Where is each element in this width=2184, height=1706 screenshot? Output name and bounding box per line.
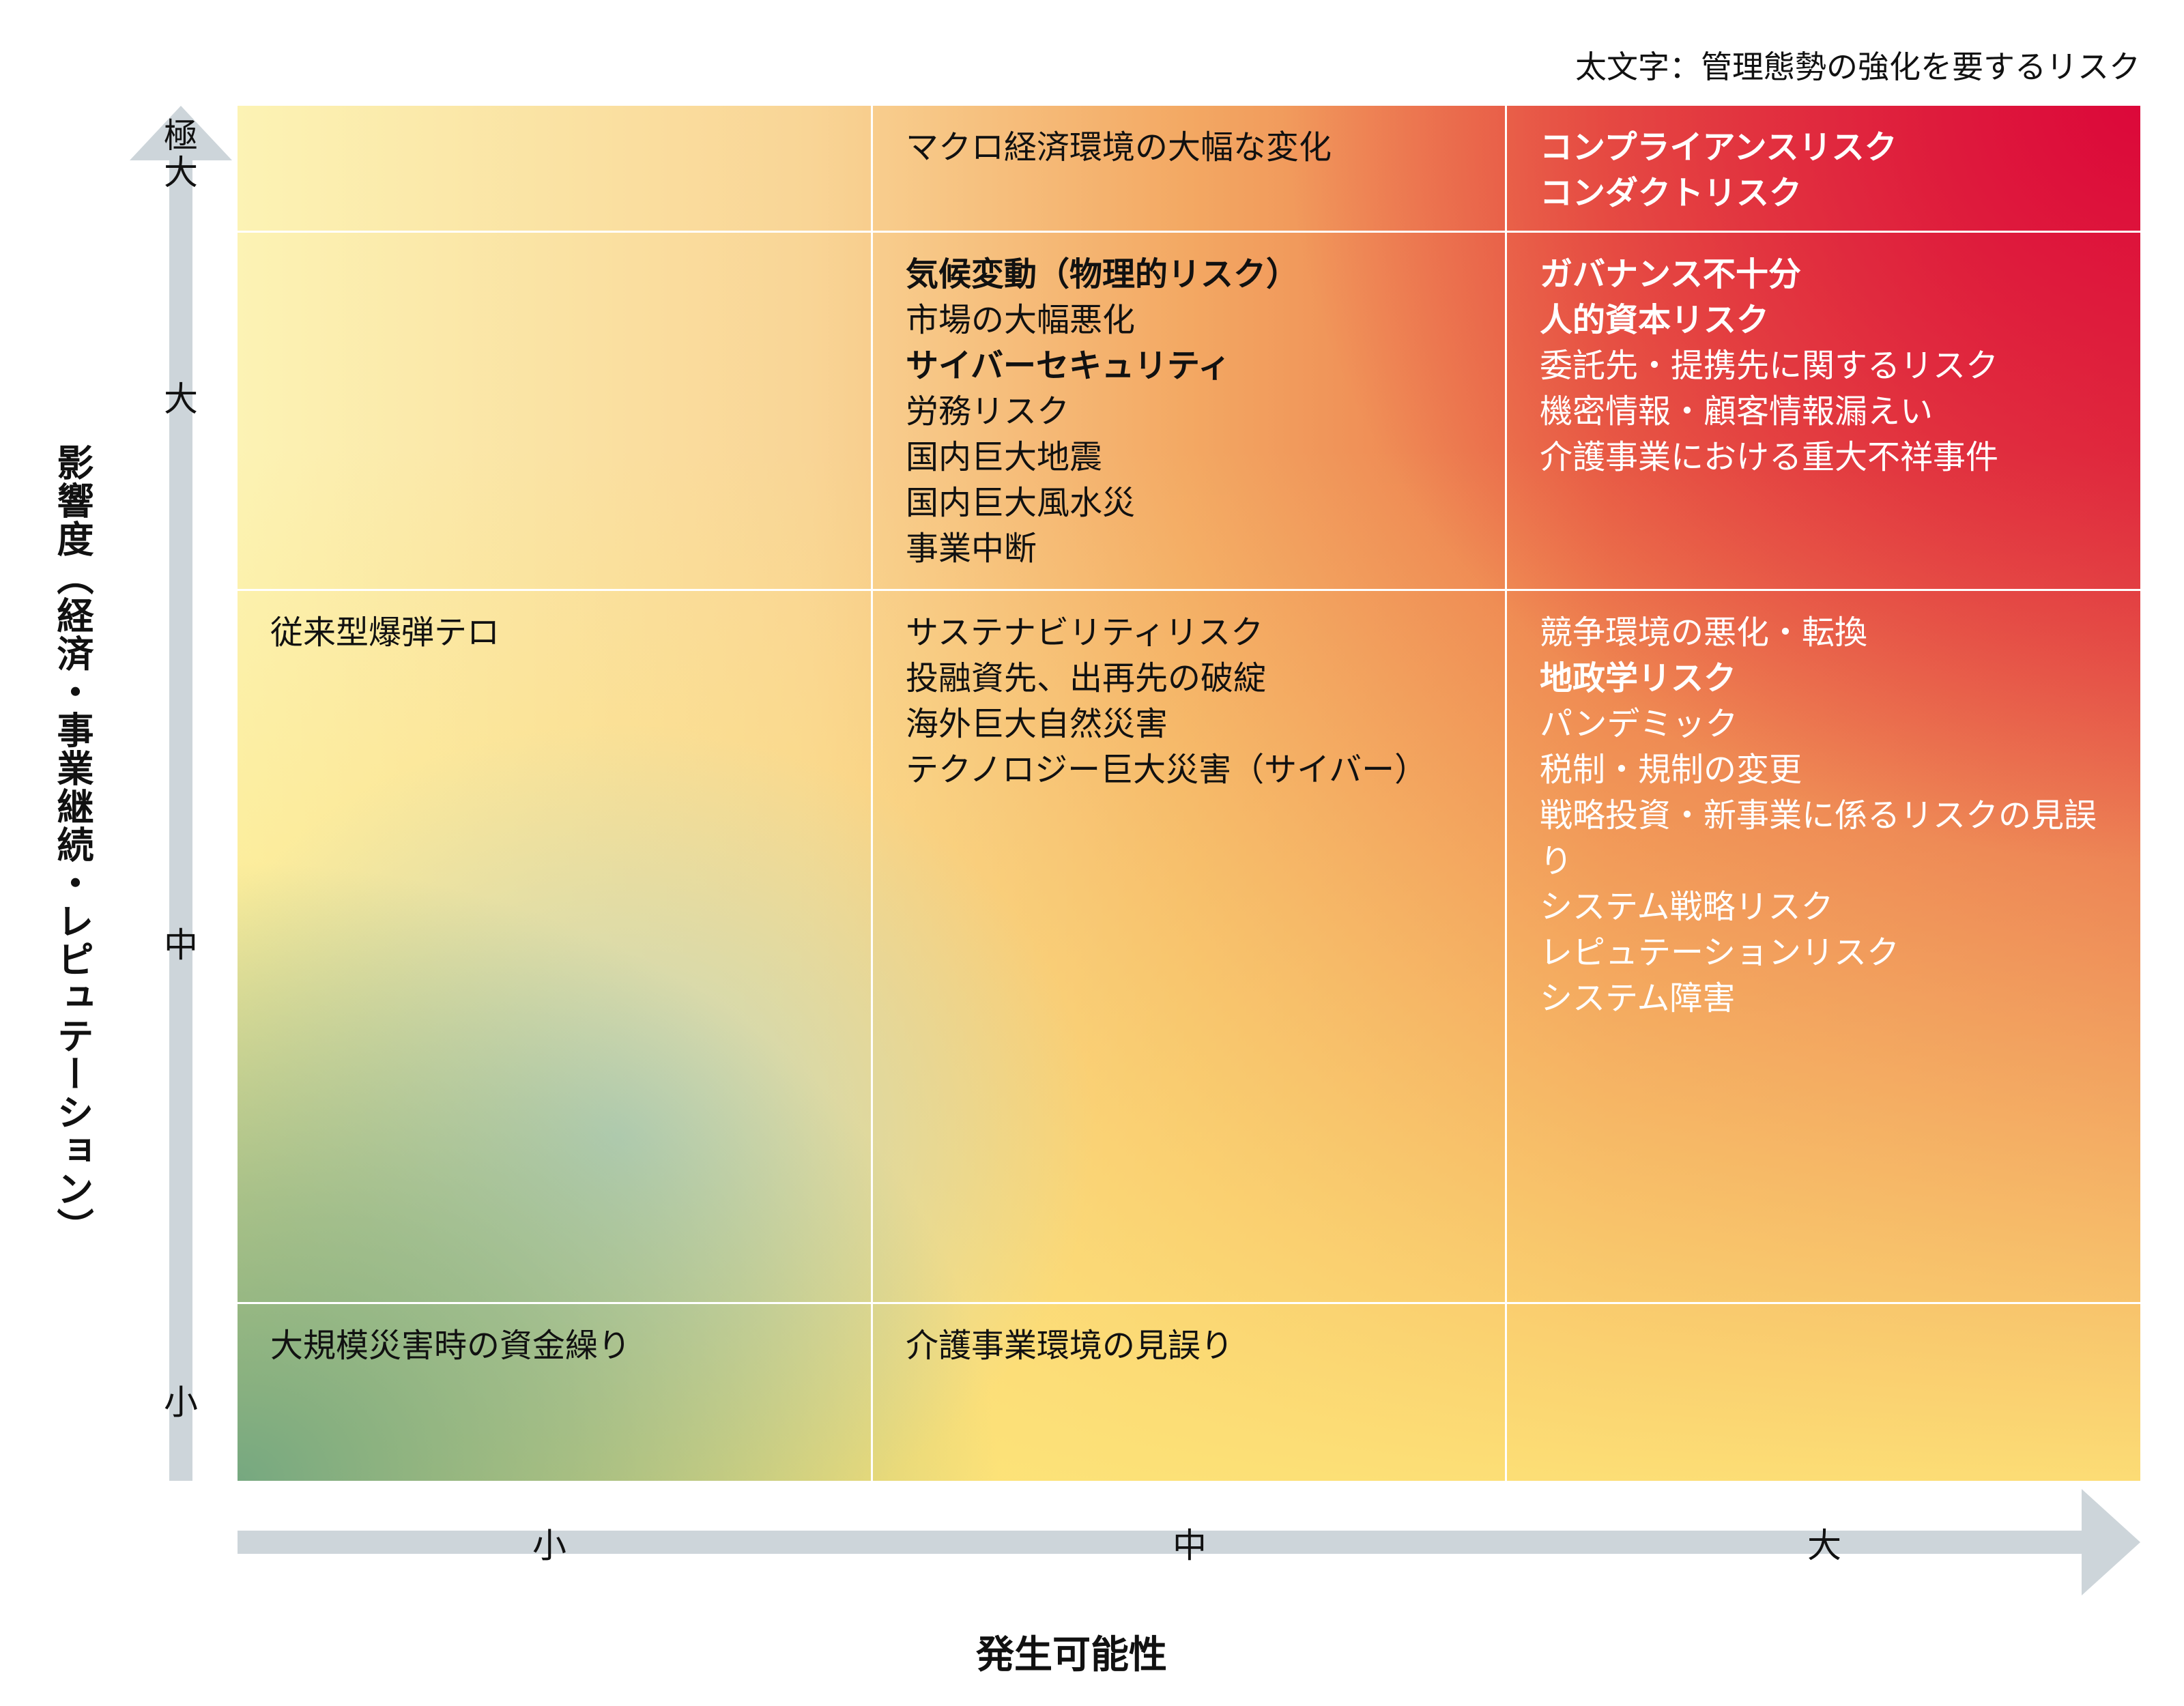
risk-item: 海外巨大自然災害 [906, 705, 1168, 743]
cell-small-medium: 介護事業環境の見誤り [873, 1304, 1505, 1481]
cell-extreme-high: コンプライアンスリスク コンダクトリスク [1507, 106, 2140, 231]
risk-item: レピュテーションリスク [1540, 934, 1900, 972]
risk-item: 大規模災害時の資金繰り [270, 1327, 631, 1365]
cell-medium-low: 従来型爆弾テロ [238, 591, 871, 1302]
cell-extreme-low [238, 106, 871, 231]
risk-item: 気候変動（物理的リスク） [906, 255, 1299, 293]
cell-large-medium: 気候変動（物理的リスク） 市場の大幅悪化サイバーセキュリティ 労務リスク国内巨大地震… [873, 233, 1505, 589]
risk-item: 従来型爆弾テロ [270, 613, 500, 652]
legend-note: 太文字：管理態勢の強化を要するリスク [1575, 48, 2140, 85]
risk-item: 戦略投資・新事業に係るリスクの見誤り [1540, 796, 2097, 880]
y-tick-large: 大 [164, 379, 198, 419]
risk-item: システム障害 [1540, 979, 1736, 1017]
x-axis-arrow-head [2082, 1489, 2140, 1595]
risk-item: 税制・規制の変更 [1540, 751, 1802, 789]
risk-item: サステナビリティリスク [906, 613, 1264, 652]
risk-item: ガバナンス不十分 [1540, 255, 1802, 293]
risk-item: 事業中断 [906, 530, 1037, 568]
grid-divider [238, 1302, 2140, 1304]
x-tick-large: 大 [1807, 1526, 1841, 1565]
risk-item: 市場の大幅悪化 [906, 301, 1136, 339]
grid-divider [871, 106, 873, 1481]
risk-item: 人的資本リスク [1540, 301, 1770, 339]
y-axis-title: 影響度（経済・事業継続・レピュテーション） [51, 444, 94, 1246]
risk-item: パンデミック [1540, 705, 1738, 743]
cell-medium-high: 競争環境の悪化・転換 地政学リスク パンデミック税制・規制の変更戦略投資・新事業に係… [1507, 591, 2140, 1302]
risk-item: 労務リスク [906, 392, 1070, 431]
cell-extreme-medium: マクロ経済環境の大幅な変化 [873, 106, 1505, 231]
cell-small-low: 大規模災害時の資金繰り [238, 1304, 871, 1481]
risk-item: コンプライアンスリスク [1540, 128, 1897, 167]
risk-heatmap-grid: マクロ経済環境の大幅な変化 コンプライアンスリスク コンダクトリスク 気候変動（物… [238, 106, 2140, 1481]
risk-item: 機密情報・顧客情報漏えい [1540, 392, 1934, 431]
x-tick-small: 小 [532, 1526, 566, 1565]
risk-item: 投融資先、出再先の破綻 [906, 659, 1267, 697]
cell-large-high: ガバナンス不十分 人的資本リスク委託先・提携先に関するリスク 機密情報・顧客情報漏え… [1507, 233, 2140, 589]
risk-item: 国内巨大地震 [906, 438, 1103, 476]
cell-large-low [238, 233, 871, 589]
grid-divider [238, 231, 2140, 233]
risk-item: システム戦略リスク [1540, 888, 1834, 926]
x-tick-medium: 中 [1173, 1526, 1207, 1565]
risk-item: サイバーセキュリティ [906, 347, 1231, 385]
risk-item: 介護事業における重大不祥事件 [1540, 438, 1999, 476]
grid-divider [238, 589, 2140, 591]
risk-item: マクロ経済環境の大幅な変化 [906, 128, 1332, 167]
risk-item: テクノロジー巨大災害（サイバー） [906, 751, 1428, 789]
x-axis-title: 発生可能性 [976, 1633, 1167, 1677]
y-tick-small: 小 [164, 1383, 198, 1422]
risk-item: 地政学リスク [1540, 659, 1737, 697]
y-tick-medium: 中 [164, 925, 198, 965]
cell-small-high [1507, 1304, 2140, 1481]
x-axis-arrow [238, 1531, 2094, 1554]
risk-item: 競争環境の悪化・転換 [1540, 613, 1868, 652]
y-tick-extreme: 極大 [164, 116, 198, 192]
risk-item: コンダクトリスク [1540, 174, 1802, 212]
risk-item: 介護事業環境の見誤り [906, 1327, 1234, 1365]
risk-item: 委託先・提携先に関するリスク [1540, 347, 1999, 385]
risk-item: 国内巨大風水災 [906, 484, 1136, 522]
y-axis-arrow [169, 136, 192, 1481]
cell-medium-medium: サステナビリティリスク 投融資先、出再先の破綻 海外巨大自然災害テクノロジー巨大災害… [873, 591, 1505, 1302]
grid-divider [1505, 106, 1507, 1481]
